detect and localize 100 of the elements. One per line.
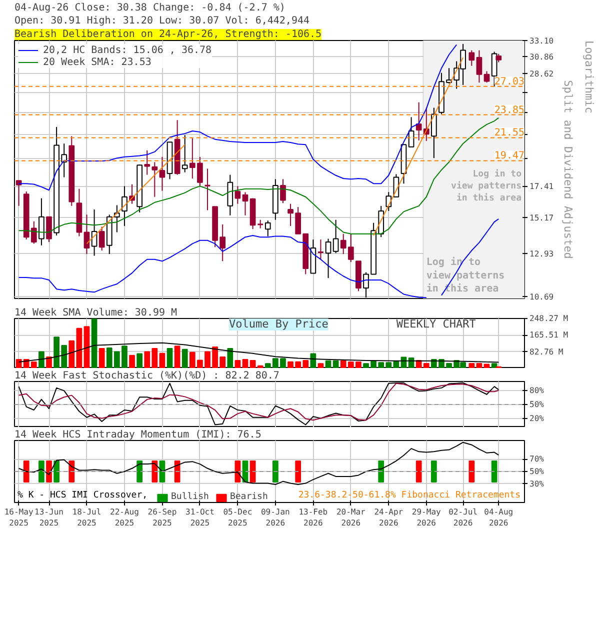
bar <box>166 348 173 368</box>
ref-line-label: 27.03 <box>494 76 525 88</box>
x-tick-label: 29-May 2026 <box>412 508 442 528</box>
bar <box>257 365 264 368</box>
candlestick <box>242 192 248 216</box>
chart-title: 14 Week HCS Intraday Momentum (IMI): 76.5 <box>14 430 262 440</box>
bar <box>310 353 316 368</box>
chart-subtitle: Open: 30.91 High: 31.20 Low: 30.07 Vol: 6,442,944 <box>14 16 310 26</box>
y-axis-title: Split and Dividend Adjusted <box>562 80 575 259</box>
candlestick <box>84 214 90 255</box>
bar <box>227 348 234 368</box>
y-tick-label: 50% <box>530 400 544 409</box>
line-series <box>18 342 500 363</box>
chart-title: 04-Aug-26 Close: 30.38 Change: -0.84 (-2.7 %) <box>14 2 286 14</box>
candlestick <box>144 150 150 176</box>
candlestick <box>332 219 339 254</box>
candlestick <box>159 156 166 192</box>
x-tick-label: 22-Aug 2025 <box>110 508 140 528</box>
candlestick <box>46 216 52 243</box>
x-tick-label: 13-Jun 2025 <box>34 508 64 528</box>
legend-label: Bullish <box>171 492 209 502</box>
bar <box>234 360 241 368</box>
legend-label: Bearish <box>230 492 268 502</box>
bar <box>76 328 82 368</box>
ref-line-label: 21.55 <box>494 128 525 139</box>
x-tick-label: 02-Jul 2026 <box>448 508 478 528</box>
band-label: Log in to view patterns in this area <box>451 168 522 204</box>
candlestick <box>114 204 120 233</box>
x-tick-label: 31-Oct 2025 <box>186 508 215 528</box>
candlestick <box>280 178 286 204</box>
bar <box>129 354 135 368</box>
annotation: Volume By Price <box>228 318 328 330</box>
candlestick <box>152 162 158 198</box>
x-tick-label: 09-Jan 2026 <box>260 508 290 528</box>
y-tick-label: 248.27 M <box>530 314 568 323</box>
candlestick <box>408 116 414 148</box>
chart-title: 14 Week Fast Stochastic (%K)(%D) : 82.2 80.7 <box>14 370 280 382</box>
ref-line-label: 19.47 <box>494 150 525 162</box>
x-tick-label: 13-Feb 2026 <box>298 508 328 528</box>
bar <box>332 360 339 368</box>
y-tick-label: 70% <box>530 454 544 464</box>
y-tick-label: 28.62 <box>530 69 554 78</box>
candlestick <box>98 226 105 252</box>
candlestick <box>468 50 475 66</box>
text: Bearish Deliberation on 24-Apr-26, Strength: -106.5 <box>14 29 322 40</box>
legend-title: % K - HCS IMI Crossover, <box>18 490 148 500</box>
candlestick <box>182 134 188 173</box>
bar <box>476 362 482 368</box>
text: Logarithmic <box>582 40 596 114</box>
candlestick <box>204 168 211 211</box>
y-tick-label: 165.51 M <box>530 330 568 340</box>
bar <box>68 340 75 368</box>
annotation: WEEKLY CHART <box>396 318 476 330</box>
bar <box>182 348 188 368</box>
legend-label: 20 Week SMA: 23.53 <box>43 56 152 68</box>
y-tick-label: 20% <box>530 414 544 423</box>
bar <box>484 364 490 368</box>
candlestick <box>227 174 234 216</box>
bar <box>16 359 22 368</box>
candlestick <box>122 186 128 226</box>
candlestick <box>317 239 324 260</box>
candlestick <box>325 238 332 279</box>
y-tick-label: 80% <box>530 386 544 396</box>
bar <box>174 346 180 368</box>
y-tick-label: 30.86 <box>530 52 554 62</box>
bar <box>250 360 256 368</box>
annotation: Log in to view patterns in this area <box>426 256 505 294</box>
bar <box>136 353 142 368</box>
x-tick-label: 04-Aug 2026 <box>484 508 514 528</box>
bar <box>98 348 105 368</box>
candlestick <box>16 180 22 206</box>
y-tick-label: 15.17 <box>530 213 554 222</box>
y-tick-label: 82.76 M <box>530 347 564 356</box>
y-tick-label: 33.10 <box>530 36 554 46</box>
x-tick-label: 24-Apr 2026 <box>374 508 404 528</box>
candlestick <box>476 50 482 83</box>
bar <box>242 359 248 368</box>
bar <box>91 318 98 368</box>
candlestick <box>264 220 271 237</box>
candlestick <box>234 186 241 204</box>
candlestick <box>484 70 490 83</box>
bar <box>325 360 332 368</box>
x-tick-label: 26-Sep 2025 <box>148 508 177 528</box>
candlestick <box>431 107 437 159</box>
x-tick-label: 20-Mar 2026 <box>336 508 366 528</box>
bar <box>46 356 52 368</box>
bar <box>491 363 498 368</box>
bar <box>159 352 166 368</box>
annotation: 23.6-38.2-50-61.8% Fibonacci Retracements <box>298 490 521 500</box>
bar <box>468 362 475 368</box>
y-tick-label: 10.69 <box>530 292 554 302</box>
bar <box>318 363 324 368</box>
bar <box>38 351 44 368</box>
y-tick-label: 50% <box>530 467 544 476</box>
ref-line-label: 23.85 <box>494 104 525 116</box>
y-tick-label: 17.41 <box>530 182 554 192</box>
legend-label: 20,2 HC Bands: 15.06 , 36.78 <box>43 44 212 56</box>
y-tick-label: 12.93 <box>530 249 554 258</box>
x-tick-label: 16-May 2025 <box>4 508 34 528</box>
bar <box>84 326 90 368</box>
